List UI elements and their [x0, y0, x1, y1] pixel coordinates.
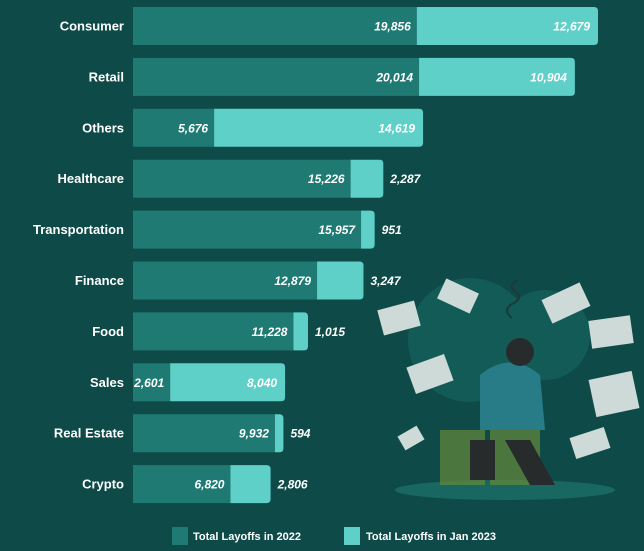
bar-jan2023-sales: [170, 363, 286, 402]
value-label-jan2023-transportation: 951: [382, 223, 402, 237]
value-label-jan2023-consumer: 12,679: [553, 20, 590, 34]
bar-2022-sales: [133, 363, 171, 402]
category-label-finance: Finance: [75, 273, 124, 288]
bar-jan2023-real-estate: [274, 414, 284, 453]
bar-2022-others: [133, 108, 215, 147]
category-label-transportation: Transportation: [33, 222, 124, 237]
category-label-consumer: Consumer: [60, 19, 124, 34]
legend-swatch-jan2023: [344, 527, 360, 545]
value-label-2022-sales: 2,601: [133, 376, 164, 390]
legend: Total Layoffs in 2022 Total Layoffs in J…: [172, 527, 496, 545]
bar-jan2023-finance: [317, 261, 364, 300]
value-label-2022-healthcare: 15,226: [308, 172, 345, 186]
value-label-jan2023-finance: 3,247: [370, 274, 401, 288]
value-label-jan2023-others: 14,619: [378, 121, 415, 135]
value-label-2022-crypto: 6,820: [194, 478, 224, 492]
value-label-jan2023-retail: 10,904: [530, 70, 567, 84]
value-label-jan2023-healthcare: 2,287: [389, 172, 421, 186]
value-label-2022-food: 11,228: [252, 325, 288, 339]
category-label-sales: Sales: [90, 375, 124, 390]
legend-label-jan2023: Total Layoffs in Jan 2023: [366, 531, 496, 543]
stressed-worker-illustration: [377, 278, 640, 500]
bar-2022-consumer: [133, 7, 417, 45]
legend-label-2022: Total Layoffs in 2022: [193, 531, 301, 543]
category-label-others: Others: [82, 120, 124, 135]
value-label-2022-finance: 12,879: [274, 274, 311, 288]
category-label-food: Food: [92, 324, 124, 339]
bar-jan2023-crypto: [230, 465, 271, 504]
value-label-jan2023-sales: 8,040: [247, 376, 277, 390]
bar-2022-finance: [133, 261, 318, 300]
value-label-2022-retail: 20,014: [375, 70, 413, 84]
bar-jan2023-healthcare: [350, 159, 384, 198]
bar-2022-crypto: [133, 465, 231, 504]
value-label-jan2023-real-estate: 594: [290, 427, 310, 441]
bar-jan2023-others: [214, 108, 424, 147]
bar-2022-real-estate: [133, 414, 275, 453]
bar-jan2023-consumer: [416, 7, 598, 45]
bar-jan2023-food: [293, 312, 308, 351]
bar-2022-food: [133, 312, 294, 351]
value-label-jan2023-food: 1,015: [315, 325, 345, 339]
value-label-jan2023-crypto: 2,806: [277, 478, 308, 492]
value-label-2022-consumer: 19,856: [374, 20, 411, 34]
value-label-2022-transportation: 15,957: [318, 223, 356, 237]
bar-jan2023-retail: [419, 57, 575, 96]
category-label-real-estate: Real Estate: [54, 426, 124, 441]
bar-2022-retail: [133, 57, 420, 96]
bar-2022-healthcare: [133, 159, 351, 198]
value-label-2022-others: 5,676: [178, 121, 208, 135]
bar-jan2023-transportation: [361, 210, 375, 249]
value-label-2022-real-estate: 9,932: [239, 427, 269, 441]
legend-swatch-2022: [172, 527, 188, 545]
bar-group: Consumer 19,856 12,679 Retail 20,014 10,904 Ot…: [33, 7, 598, 504]
bar-2022-transportation: [133, 210, 362, 249]
category-label-healthcare: Healthcare: [58, 171, 124, 186]
category-label-retail: Retail: [89, 69, 124, 84]
category-label-crypto: Crypto: [82, 477, 124, 492]
